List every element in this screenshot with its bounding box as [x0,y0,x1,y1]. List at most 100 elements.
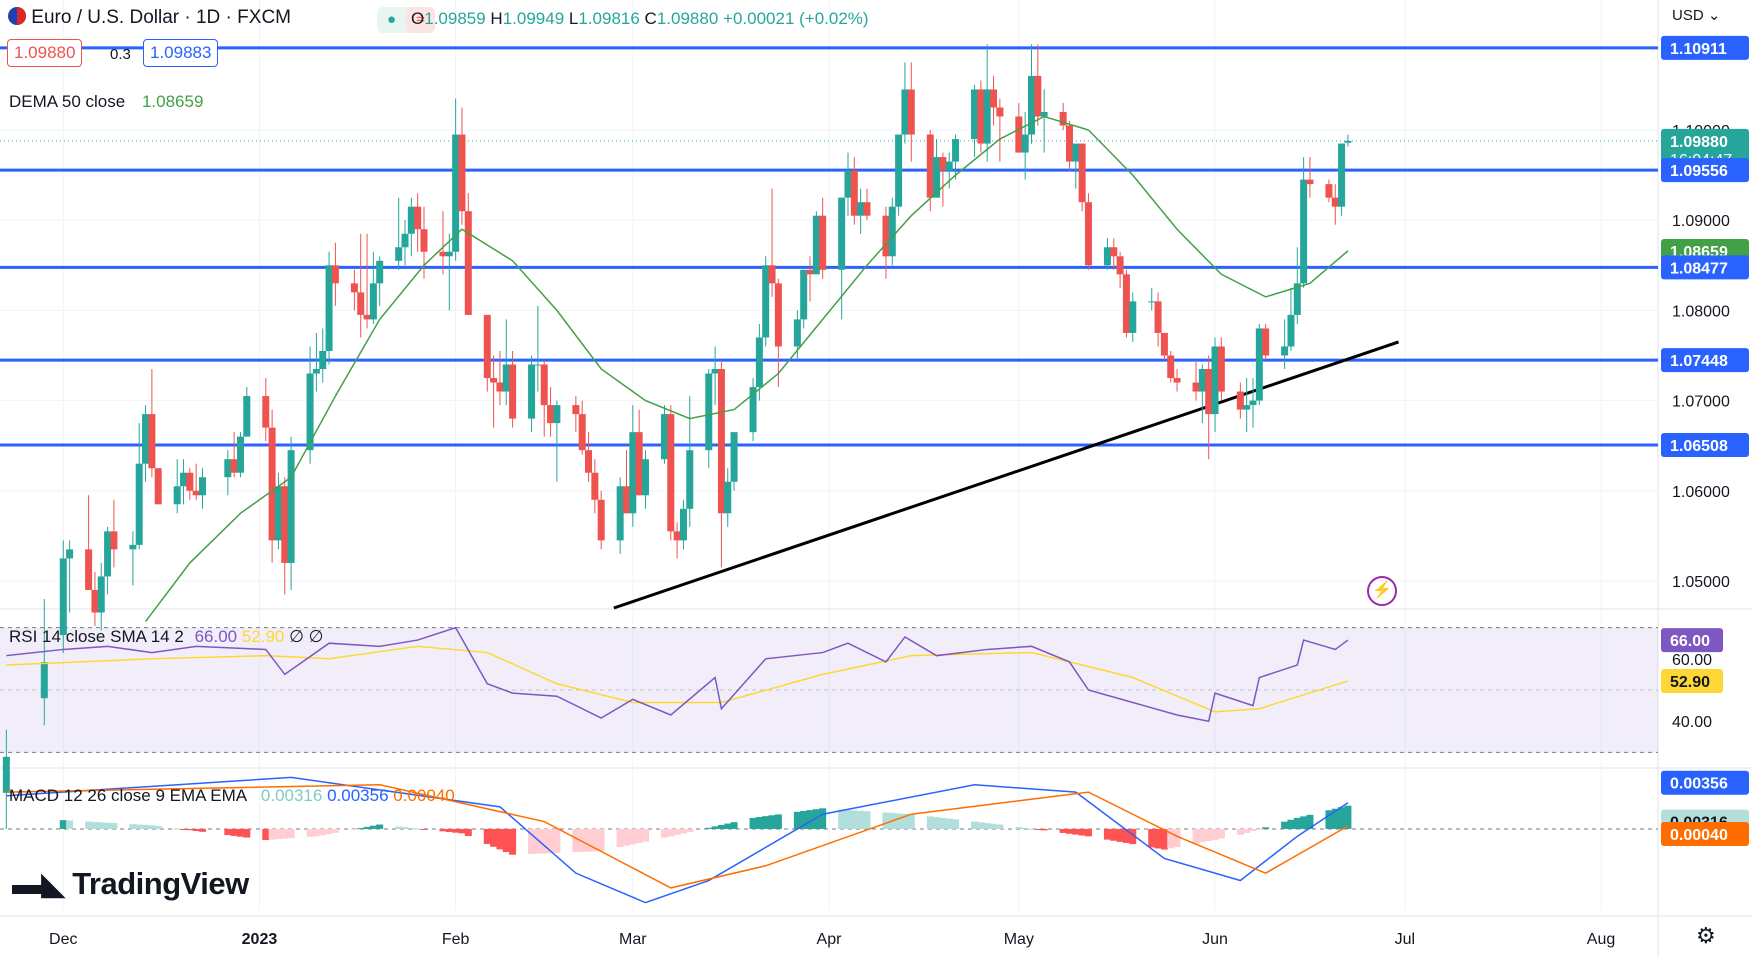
candle[interactable] [1167,350,1175,383]
candle[interactable] [224,450,232,496]
candle[interactable] [1192,359,1200,401]
candle[interactable] [1293,247,1301,324]
candle[interactable] [939,152,947,207]
candle[interactable] [464,193,472,315]
candle[interactable] [445,233,453,311]
candle[interactable] [591,459,599,514]
candle[interactable] [768,188,776,297]
candle[interactable] [1338,143,1346,216]
candle[interactable] [502,319,510,406]
candle[interactable] [350,269,358,311]
candle[interactable] [635,409,643,496]
candle[interactable] [1255,323,1263,406]
candle[interactable] [331,242,339,306]
candle[interactable] [135,423,143,550]
candle[interactable] [673,522,681,559]
candle[interactable] [142,405,150,482]
candle[interactable] [66,540,74,613]
candle[interactable] [819,197,827,279]
buy-button[interactable]: 1.09883 [143,39,219,67]
candle[interactable] [173,459,181,514]
candle[interactable] [540,359,548,437]
candle[interactable] [104,526,112,595]
candle[interactable] [578,400,586,455]
candle[interactable] [882,206,890,279]
candle[interactable] [483,314,491,392]
candle[interactable] [363,233,371,329]
candle[interactable] [1059,102,1067,131]
candle[interactable] [888,197,896,266]
flash-icon[interactable]: ⚡ [1367,576,1397,606]
candle[interactable] [369,251,377,324]
gear-icon[interactable]: ⚙ [1696,923,1716,948]
candle[interactable] [1078,143,1086,212]
candle[interactable] [243,387,251,437]
candle[interactable] [110,499,118,568]
candle[interactable] [148,369,156,478]
candle[interactable] [325,251,333,365]
candle[interactable] [1306,157,1314,198]
macd-legend[interactable]: MACD 12 26 close 9 EMA EMA 0.00316 0.003… [9,786,455,806]
candle[interactable] [863,188,871,221]
rsi-legend[interactable]: RSI 14 close SMA 14 2 66.00 52.90 ∅ ∅ [9,627,323,647]
candle[interactable] [1110,238,1118,270]
candle[interactable] [717,359,725,568]
candle[interactable] [1034,44,1042,126]
candle[interactable] [376,256,384,306]
candle[interactable] [236,432,244,478]
candle[interactable] [496,350,504,406]
candle[interactable] [686,396,694,527]
candle[interactable] [730,432,738,491]
candle[interactable] [597,490,605,550]
candle[interactable] [983,44,991,162]
candle[interactable] [262,378,270,442]
candle[interactable] [800,269,808,329]
candle[interactable] [452,98,460,261]
candle[interactable] [629,405,637,527]
candle[interactable] [977,80,985,153]
candle[interactable] [945,152,953,189]
candle[interactable] [806,256,814,302]
candle[interactable] [895,134,903,216]
candle[interactable] [857,188,865,234]
candle[interactable] [268,409,276,563]
candle[interactable] [812,211,820,275]
candle[interactable] [907,62,915,162]
candle[interactable] [952,134,960,180]
currency-selector[interactable]: USD ⌄ [1672,6,1720,24]
candle[interactable] [97,562,105,631]
candle[interactable] [1040,89,1048,153]
candle[interactable] [1281,319,1289,370]
candle[interactable] [1103,238,1111,270]
candle[interactable] [1344,134,1352,147]
candle[interactable] [458,107,466,225]
candle[interactable] [844,152,852,216]
candle[interactable] [990,75,998,126]
candle[interactable] [306,346,314,464]
candle[interactable] [1028,44,1036,144]
candle[interactable] [401,220,409,266]
candle[interactable] [1116,251,1124,288]
candle[interactable] [40,598,48,726]
tradingview-logo[interactable]: ▬◣ TradingView [12,866,249,902]
candle[interactable] [1331,184,1339,225]
candle[interactable] [705,369,713,469]
candle[interactable] [641,450,649,509]
candle[interactable] [1262,323,1270,360]
sell-button[interactable]: 1.09880 [7,39,83,67]
candle[interactable] [1173,369,1181,392]
candle[interactable] [1122,269,1130,338]
candle[interactable] [711,346,719,406]
candle[interactable] [1129,292,1137,342]
candle[interactable] [154,468,162,505]
candle[interactable] [1249,378,1257,428]
candle[interactable] [180,459,188,505]
candle[interactable] [1205,355,1213,460]
candle[interactable] [793,310,801,360]
candle[interactable] [547,387,555,437]
candle[interactable] [1148,287,1156,311]
candle[interactable] [1300,157,1308,288]
candle[interactable] [1217,337,1225,401]
candle[interactable] [420,206,428,279]
candle[interactable] [59,540,67,654]
